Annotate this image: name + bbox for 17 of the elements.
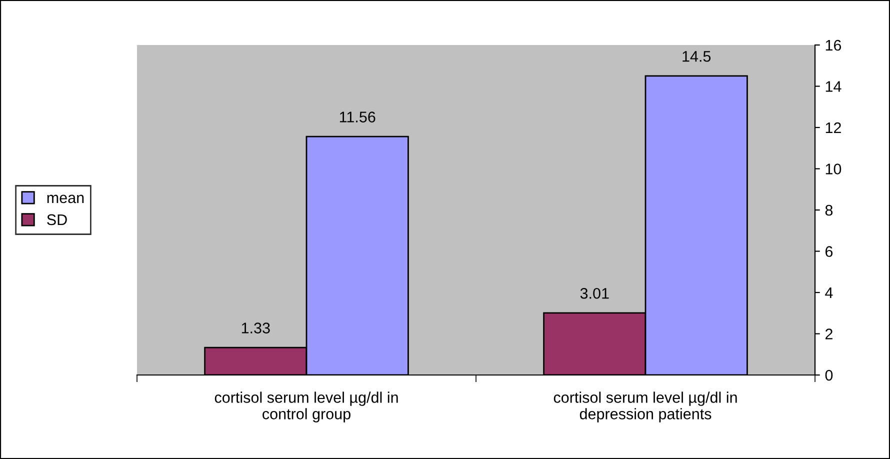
x-tick-label: cortisol serum level µg/dl in depression patients bbox=[554, 392, 737, 422]
y-tick-label: 4 bbox=[825, 288, 833, 298]
y-tick-label: 0 bbox=[825, 370, 833, 381]
y-tick-label: 2 bbox=[825, 328, 832, 340]
y-tick-label: 6 bbox=[826, 246, 833, 257]
data-label: 3.01 bbox=[580, 288, 609, 299]
y-tick-label: 10 bbox=[826, 164, 842, 174]
x-tick-label: cortisol serum level µg/dl in control group bbox=[214, 392, 398, 422]
y-tick-label: 12 bbox=[826, 122, 841, 134]
legend-label: mean bbox=[47, 194, 84, 204]
y-tick-label: 8 bbox=[825, 204, 833, 216]
data-label: 14.5 bbox=[682, 51, 711, 62]
legend-label: SD bbox=[47, 214, 67, 226]
data-label: 1.33 bbox=[242, 322, 270, 334]
y-tick-label: 16 bbox=[826, 40, 842, 51]
data-label: 11.56 bbox=[340, 112, 376, 122]
y-tick-label: 14 bbox=[826, 81, 842, 92]
